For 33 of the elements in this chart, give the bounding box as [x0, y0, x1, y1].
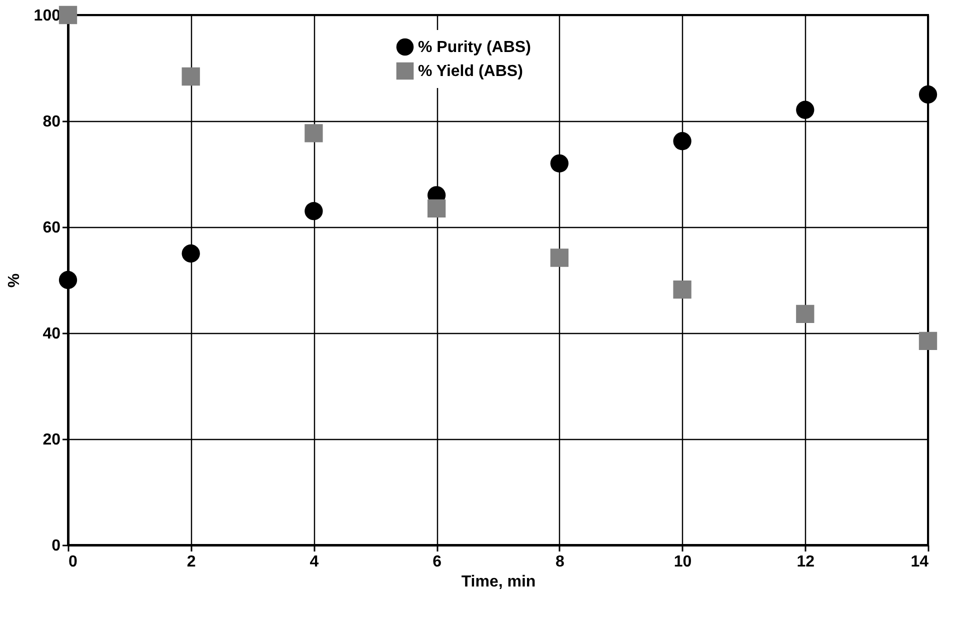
x-tick-label: 0	[68, 554, 78, 570]
point	[796, 304, 814, 324]
point	[182, 244, 200, 263]
point	[427, 199, 446, 218]
point	[58, 6, 78, 24]
y-tick-label: 100	[34, 8, 61, 24]
y-tick-label: 60	[42, 220, 61, 236]
x-tick-label: 10	[674, 554, 692, 570]
x-tick-label: 12	[796, 554, 815, 570]
x-tick-label: 14	[910, 554, 929, 570]
y-tick-label: 40	[42, 326, 61, 342]
y-tick-label: 0	[52, 538, 61, 554]
point	[304, 202, 323, 220]
point	[550, 248, 569, 267]
x-tick-label: 4	[310, 554, 319, 570]
point	[673, 280, 692, 299]
point	[304, 124, 323, 142]
point	[673, 132, 692, 150]
point	[550, 154, 569, 172]
x-axis-title: Time, min	[461, 574, 536, 590]
legend-label: % Yield (ABS)	[418, 63, 523, 80]
y-axis-title: %	[6, 273, 23, 288]
legend-label: % Purity (ABS)	[418, 39, 531, 56]
x-tick-label: 8	[555, 554, 564, 570]
x-tick-label: 2	[186, 554, 196, 570]
x-tick-label: 6	[432, 554, 442, 570]
point	[918, 332, 938, 350]
point	[796, 100, 814, 119]
point	[918, 85, 938, 104]
point	[182, 67, 200, 86]
point	[58, 270, 78, 290]
y-tick-label: 80	[42, 114, 61, 130]
y-tick-label: 20	[42, 432, 61, 448]
